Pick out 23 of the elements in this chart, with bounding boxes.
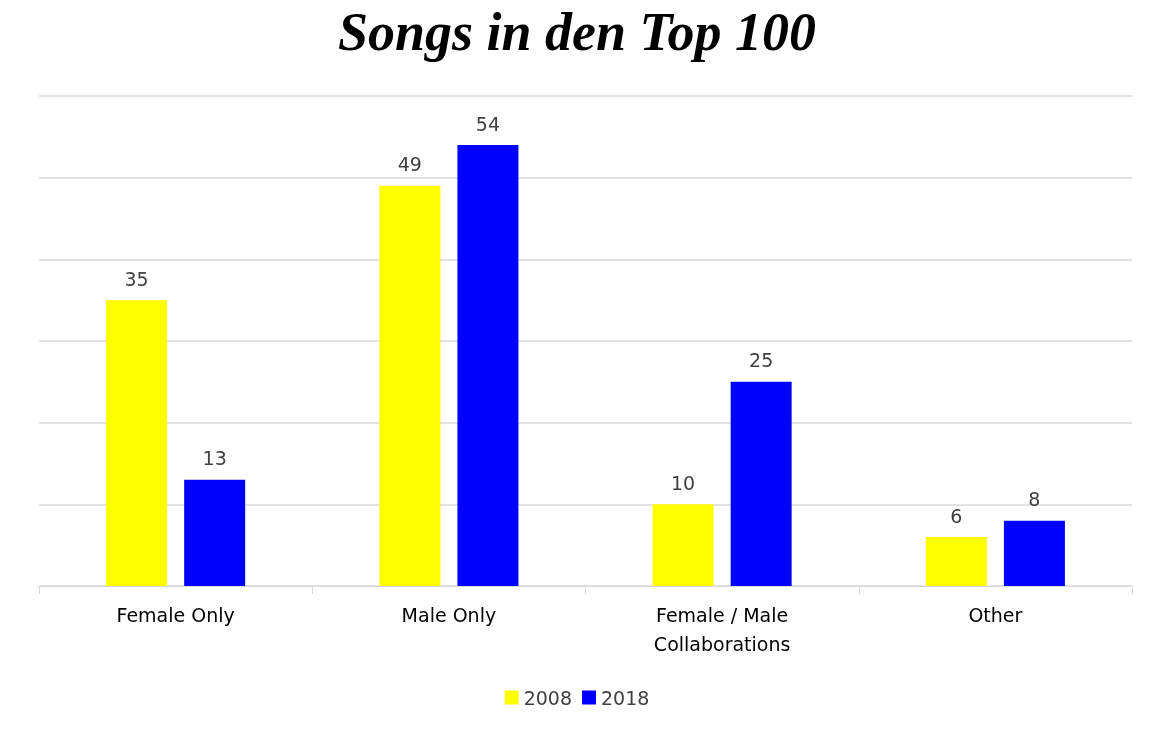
- data-label: 25: [749, 349, 774, 372]
- x-tick-label: Female / Male Collaborations: [653, 603, 791, 655]
- bar: [652, 504, 714, 586]
- chart-title: Songs in den Top 100: [337, 2, 817, 62]
- data-label: 6: [950, 504, 963, 527]
- bar: [106, 300, 168, 586]
- data-label: 54: [475, 112, 501, 135]
- x-tick-label: Other: [968, 603, 1023, 626]
- bar: [184, 479, 246, 586]
- bar: [457, 145, 519, 586]
- x-tick-label: Male Only: [401, 603, 497, 626]
- data-label: 13: [202, 447, 227, 470]
- data-label: 49: [397, 153, 422, 176]
- bar: [379, 185, 441, 586]
- bar: [1003, 520, 1065, 586]
- data-label: 10: [670, 471, 696, 494]
- bar: [730, 381, 792, 586]
- legend-label: 2018: [601, 686, 650, 709]
- legend-label: 2008: [523, 686, 573, 709]
- bar: [925, 537, 987, 586]
- x-tick-label: Female Only: [116, 603, 235, 626]
- data-label: 8: [1028, 488, 1041, 511]
- data-label: 35: [124, 267, 149, 290]
